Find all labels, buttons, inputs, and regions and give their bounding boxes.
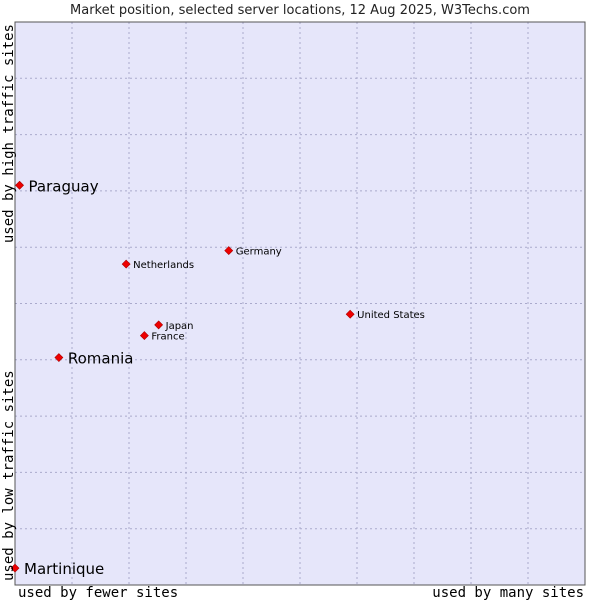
point-marker <box>224 246 234 256</box>
y-axis-label-bottom: used by low traffic sites <box>1 370 17 581</box>
grid-lines <box>15 22 585 585</box>
point-label: Germany <box>236 247 282 258</box>
point-marker <box>10 563 20 573</box>
point-label: Paraguay <box>29 177 99 195</box>
point-netherlands: Netherlands <box>121 259 194 271</box>
point-label: Japan <box>165 321 194 332</box>
point-germany: Germany <box>224 246 282 258</box>
point-paraguay: Paraguay <box>15 177 99 195</box>
point-label: United States <box>357 310 425 321</box>
y-axis-label-top: used by high traffic sites <box>1 24 17 243</box>
point-marker <box>345 309 355 319</box>
point-label: Romania <box>68 350 134 368</box>
chart-title: Market position, selected server locatio… <box>70 3 530 18</box>
point-france: France <box>139 331 185 343</box>
point-marker <box>15 180 24 190</box>
point-marker <box>139 331 149 341</box>
point-label: Martinique <box>24 560 104 578</box>
point-martinique: Martinique <box>10 560 104 578</box>
data-points: Paraguay Netherlands Germany United States J… <box>10 177 425 578</box>
point-japan: Japan <box>154 320 194 332</box>
x-axis-label-right: used by many sites <box>432 585 584 600</box>
plot-border <box>14 21 586 586</box>
point-label: Netherlands <box>133 260 194 271</box>
point-label: France <box>151 332 184 343</box>
point-romania: Romania <box>54 350 134 368</box>
point-united-states: United States <box>345 309 425 321</box>
point-marker <box>54 353 64 362</box>
point-marker <box>121 259 131 269</box>
point-marker <box>154 320 164 330</box>
x-axis-label-left: used by fewer sites <box>18 585 178 600</box>
